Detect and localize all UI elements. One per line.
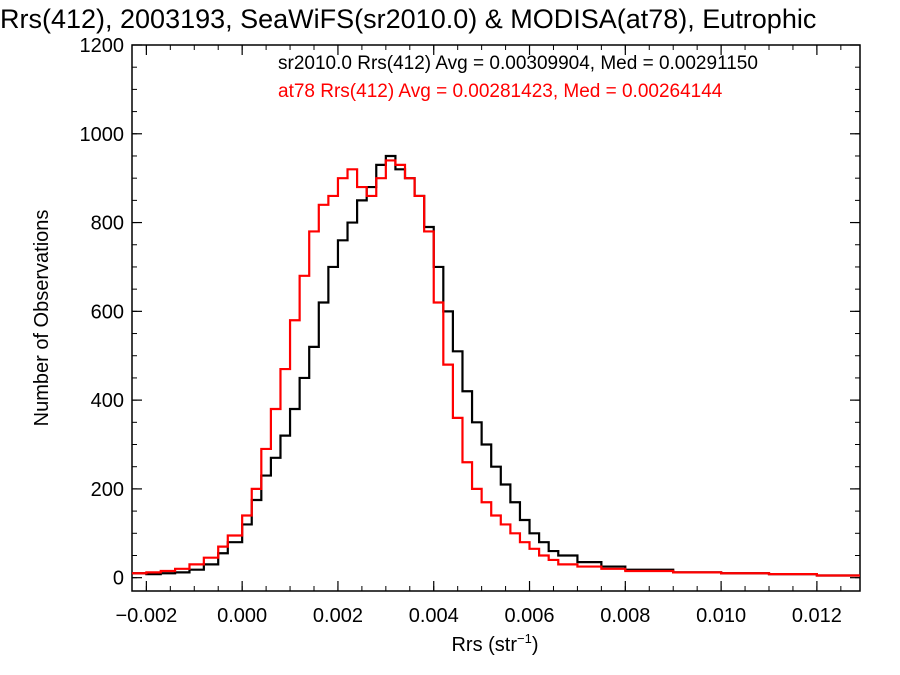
x-tick-label: 0.000: [217, 605, 267, 627]
y-tick-label: 600: [91, 301, 124, 323]
y-axis-label: Number of Observations: [31, 210, 53, 427]
annotation-seawifs: sr2010.0 Rrs(412) Avg = 0.00309904, Med …: [278, 53, 758, 74]
series-layer: [132, 154, 860, 577]
x-tick-label: 0.004: [409, 605, 459, 627]
y-tick-label: 800: [91, 213, 124, 235]
histogram-series-1: [132, 159, 860, 577]
y-tick-label: 1200: [80, 35, 125, 57]
y-tick-label: 0: [113, 568, 124, 590]
y-axis: 0 200 400 600 800 1000 1200: [80, 35, 860, 590]
x-axis-label: Rrs (str−1): [451, 631, 538, 656]
histogram-series-0: [132, 154, 860, 577]
y-tick-label: 1000: [80, 124, 125, 146]
x-tick-label: −0.002: [116, 605, 178, 627]
x-tick-label: 0.006: [504, 605, 554, 627]
x-tick-label: 0.008: [600, 605, 650, 627]
x-axis: −0.002 0.000 0.002 0.004 0.006 0.008 0.010 0.01…: [116, 45, 842, 627]
x-axis-label-superscript: −1: [517, 631, 532, 646]
x-tick-label: 0.010: [696, 605, 746, 627]
y-tick-label: 400: [91, 390, 124, 412]
chart-title: Rrs(412), 2003193, SeaWiFS(sr2010.0) & M…: [0, 4, 816, 34]
plot-frame: [131, 44, 861, 592]
x-tick-label: 0.012: [792, 605, 842, 627]
x-tick-label: 0.002: [313, 605, 363, 627]
x-axis-label-main: Rrs (str: [451, 634, 517, 656]
y-tick-label: 200: [91, 479, 124, 501]
annotation-modisa: at78 Rrs(412) Avg = 0.00281423, Med = 0.…: [278, 81, 723, 102]
x-axis-label-close: ): [532, 634, 539, 656]
